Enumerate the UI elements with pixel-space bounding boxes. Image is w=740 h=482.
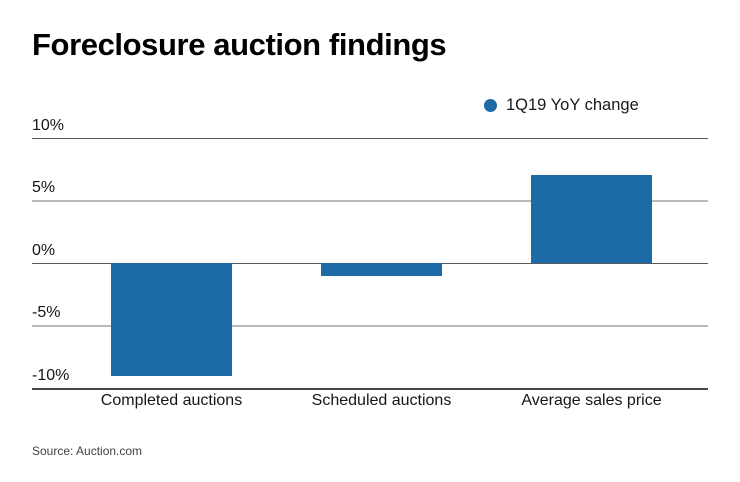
gridline--5pct — [32, 325, 708, 327]
y-axis-tick-label: -5% — [32, 304, 61, 321]
source-note: Source: Auction.com — [32, 444, 143, 458]
y-axis-tick-label: 10% — [32, 116, 65, 134]
x-axis-label-completed-auctions: Completed auctions — [100, 392, 243, 409]
y-axis-tick-label: -10% — [32, 366, 70, 384]
y-axis-tick-label: 5% — [32, 179, 56, 196]
legend-label: 1Q19 YoY change — [506, 95, 639, 114]
bar-completed-auctions — [111, 262, 232, 377]
x-axis-label-average-sales-price: Average sales price — [521, 392, 662, 409]
x-axis-line — [32, 387, 708, 390]
legend-marker-icon — [484, 98, 497, 112]
x-axis-label-scheduled-auctions: Scheduled auctions — [311, 392, 452, 409]
gridline-5pct — [32, 200, 708, 202]
bar-average-sales-price — [531, 175, 652, 263]
bar-scheduled-auctions — [321, 262, 442, 277]
legend: 1Q19 YoY change — [484, 95, 639, 115]
gridline-10pct — [32, 137, 708, 139]
chart-title: Foreclosure auction findings — [32, 27, 447, 62]
y-axis-tick-label: 0% — [32, 241, 56, 259]
